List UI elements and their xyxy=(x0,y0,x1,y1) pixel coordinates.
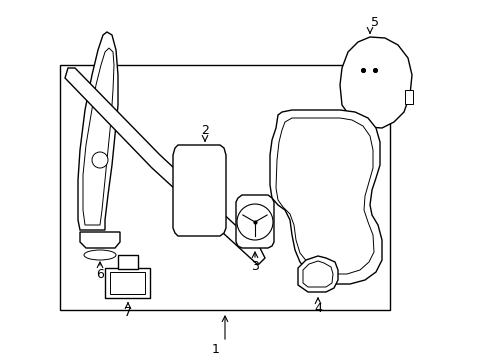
Polygon shape xyxy=(173,145,225,236)
Circle shape xyxy=(237,204,272,240)
Circle shape xyxy=(92,152,108,168)
Text: 3: 3 xyxy=(250,260,259,273)
Polygon shape xyxy=(269,110,381,284)
Polygon shape xyxy=(83,48,114,225)
Bar xyxy=(404,90,412,104)
Polygon shape xyxy=(275,118,373,274)
Bar xyxy=(105,268,150,298)
Polygon shape xyxy=(78,32,118,230)
Bar xyxy=(118,255,138,269)
Bar xyxy=(110,272,145,294)
Text: 5: 5 xyxy=(370,15,378,28)
Text: 7: 7 xyxy=(124,306,132,319)
Text: 2: 2 xyxy=(201,123,208,136)
Polygon shape xyxy=(297,256,337,292)
Polygon shape xyxy=(236,195,273,248)
Text: 1: 1 xyxy=(211,343,219,356)
Polygon shape xyxy=(80,232,120,248)
Polygon shape xyxy=(65,68,264,265)
Ellipse shape xyxy=(84,250,116,260)
Bar xyxy=(60,65,389,310)
Polygon shape xyxy=(339,37,411,128)
Text: 6: 6 xyxy=(96,269,104,282)
Text: 4: 4 xyxy=(313,302,321,315)
Polygon shape xyxy=(303,261,332,287)
